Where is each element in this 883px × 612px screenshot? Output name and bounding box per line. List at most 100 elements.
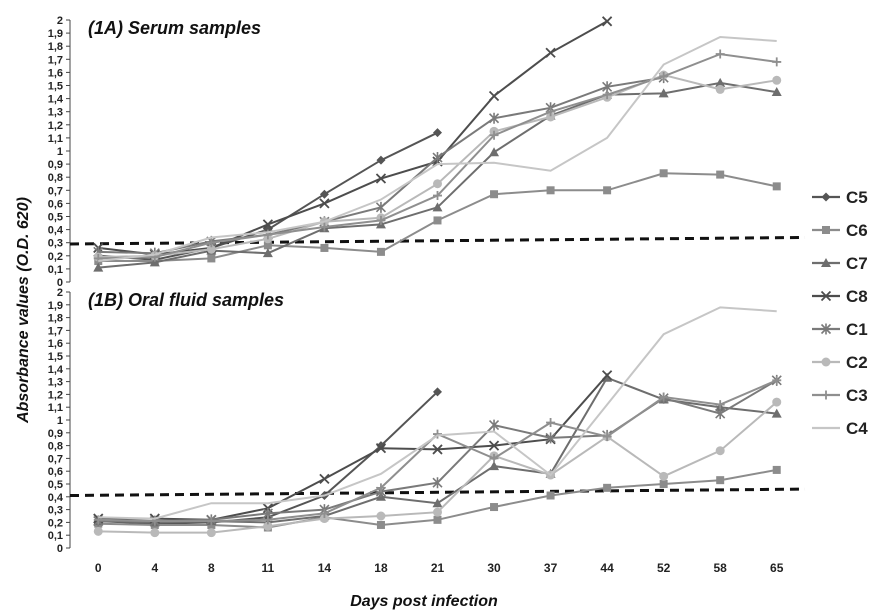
legend-item-c4: C4 bbox=[812, 419, 868, 438]
legend-label: C5 bbox=[846, 188, 868, 207]
series-c3 bbox=[93, 375, 782, 526]
data-point bbox=[206, 528, 216, 538]
y-tick-label: 1,4 bbox=[48, 364, 64, 376]
data-point bbox=[376, 155, 386, 165]
legend-item-c6: C6 bbox=[812, 221, 868, 240]
y-tick-label: 1,9 bbox=[48, 300, 63, 312]
legend-item-c2: C2 bbox=[812, 353, 868, 372]
legend-marker bbox=[820, 323, 832, 335]
data-point bbox=[375, 201, 387, 213]
y-tick-label: 0,6 bbox=[48, 466, 63, 478]
data-point bbox=[93, 262, 104, 272]
y-tick-label: 1,3 bbox=[48, 107, 63, 119]
data-point bbox=[206, 238, 216, 248]
data-point bbox=[432, 498, 443, 508]
data-point bbox=[546, 418, 556, 428]
y-tick-label: 0,1 bbox=[48, 530, 63, 542]
data-point bbox=[659, 71, 669, 81]
y-tick-label: 0,2 bbox=[48, 517, 63, 529]
data-point bbox=[93, 253, 103, 263]
data-point bbox=[772, 375, 782, 385]
data-point bbox=[376, 247, 385, 256]
data-point bbox=[658, 88, 669, 98]
x-tick-label: 18 bbox=[374, 561, 388, 575]
data-point bbox=[376, 483, 386, 493]
y-tick-label: 0,5 bbox=[48, 479, 63, 491]
x-tick-label: 65 bbox=[770, 561, 784, 575]
series-line bbox=[98, 306, 777, 520]
data-point bbox=[488, 419, 500, 431]
data-point bbox=[149, 257, 160, 267]
y-tick-label: 0,7 bbox=[48, 185, 63, 197]
data-point bbox=[150, 528, 160, 538]
legend-marker bbox=[821, 192, 831, 202]
legend-item-c8: C8 bbox=[812, 287, 868, 306]
y-axis-title: Absorbance values (O.D. 620) bbox=[15, 197, 32, 424]
data-point bbox=[206, 516, 216, 526]
series-c8 bbox=[93, 16, 613, 260]
legend-marker bbox=[822, 226, 830, 234]
data-point bbox=[659, 169, 668, 178]
y-tick-label: 1,8 bbox=[48, 41, 63, 53]
data-point bbox=[601, 16, 613, 27]
y-tick-label: 0 bbox=[57, 543, 63, 555]
data-point bbox=[262, 219, 274, 230]
data-point bbox=[319, 222, 329, 232]
legend-marker bbox=[821, 357, 831, 367]
data-point bbox=[490, 503, 499, 512]
data-point bbox=[772, 57, 782, 67]
data-point bbox=[263, 521, 273, 531]
panels: 00,10,20,30,40,50,60,70,80,911,11,21,31,… bbox=[48, 15, 806, 575]
data-point bbox=[320, 243, 329, 252]
legend-item-c7: C7 bbox=[812, 254, 868, 273]
data-point bbox=[263, 241, 272, 250]
data-point bbox=[319, 198, 330, 209]
y-tick-label: 1,6 bbox=[48, 338, 63, 350]
x-tick-label: 11 bbox=[262, 561, 275, 575]
legend-label: C6 bbox=[846, 221, 868, 240]
data-point bbox=[489, 130, 499, 140]
x-tick-label: 58 bbox=[714, 561, 728, 575]
legend-label: C3 bbox=[846, 386, 868, 405]
legend-item-c1: C1 bbox=[812, 320, 868, 339]
legend-item-c3: C3 bbox=[812, 386, 868, 405]
series-c1 bbox=[93, 72, 669, 259]
x-axis: 0 4 8 11 14 18 21 30 37 44 52 58 65 bbox=[95, 561, 784, 575]
y-tick-label: 0,8 bbox=[48, 172, 63, 184]
y-tick-label: 2 bbox=[57, 287, 63, 299]
data-point bbox=[659, 471, 669, 481]
x-tick-label: 21 bbox=[431, 561, 445, 575]
data-point bbox=[489, 453, 499, 463]
y-tick-label: 1,7 bbox=[48, 325, 63, 337]
panel-1: 00,10,20,30,40,50,60,70,80,911,11,21,31,… bbox=[48, 15, 806, 289]
data-point bbox=[659, 480, 668, 488]
series-line bbox=[98, 20, 608, 256]
data-point bbox=[375, 173, 387, 184]
y-tick-label: 0 bbox=[57, 277, 63, 289]
series-line bbox=[98, 35, 777, 262]
data-point bbox=[715, 49, 725, 59]
data-point bbox=[488, 90, 500, 102]
data-point bbox=[376, 520, 385, 529]
data-point bbox=[715, 84, 725, 94]
data-point bbox=[715, 77, 726, 87]
data-point bbox=[432, 477, 443, 489]
data-point bbox=[601, 370, 613, 381]
y-tick-label: 0,7 bbox=[48, 453, 63, 465]
y-tick-label: 1,9 bbox=[48, 28, 63, 40]
x-tick-label: 44 bbox=[600, 561, 614, 575]
data-point bbox=[602, 432, 612, 442]
y-tick-label: 0,9 bbox=[48, 159, 63, 171]
data-point bbox=[772, 465, 781, 474]
data-point bbox=[772, 397, 782, 407]
legend: C5 C6 C7 C8 C1 C2 C3 C4 bbox=[812, 188, 868, 438]
data-point bbox=[716, 476, 725, 485]
data-point bbox=[489, 461, 500, 471]
data-point bbox=[433, 515, 442, 524]
data-point bbox=[489, 147, 500, 157]
data-point bbox=[715, 408, 726, 420]
y-tick-label: 0,1 bbox=[48, 264, 63, 276]
y-tick-label: 1,7 bbox=[48, 54, 63, 66]
data-point bbox=[432, 152, 443, 164]
